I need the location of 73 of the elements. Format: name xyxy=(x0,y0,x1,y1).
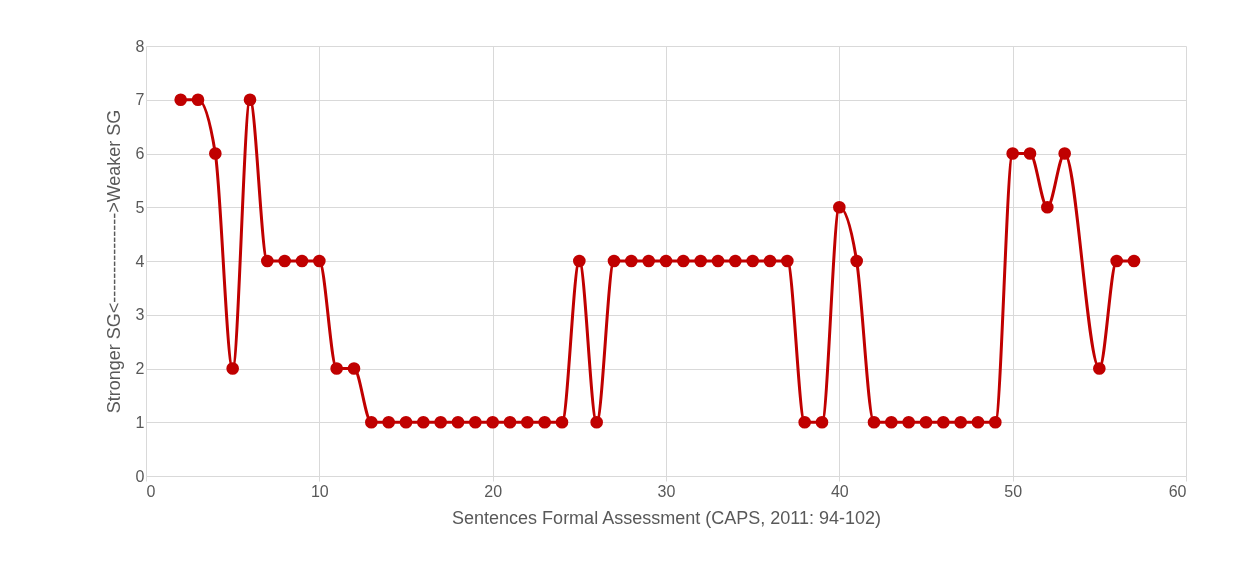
point xyxy=(521,415,534,429)
x-tick-label: 30 xyxy=(657,482,676,500)
point xyxy=(902,415,915,429)
point xyxy=(867,415,881,429)
point xyxy=(815,415,829,429)
point xyxy=(763,254,777,268)
point xyxy=(781,254,794,268)
point xyxy=(1093,362,1106,375)
y-tick-label: 0 xyxy=(135,467,145,485)
point xyxy=(971,415,985,429)
point xyxy=(382,415,395,429)
point xyxy=(486,415,499,429)
point xyxy=(174,93,187,107)
point xyxy=(313,254,326,268)
point xyxy=(937,415,950,429)
point xyxy=(954,415,967,429)
point xyxy=(573,254,586,268)
point xyxy=(278,254,291,268)
x-tick-label: 20 xyxy=(484,482,503,500)
point xyxy=(226,362,239,375)
point xyxy=(555,415,569,429)
point xyxy=(798,415,811,429)
point xyxy=(1110,254,1123,268)
y-tick-label: 1 xyxy=(135,413,145,431)
point xyxy=(659,254,673,268)
point xyxy=(451,415,465,429)
point xyxy=(399,415,413,429)
point xyxy=(365,415,378,429)
point xyxy=(833,200,846,214)
point xyxy=(538,415,551,429)
x-tick-label: 0 xyxy=(146,482,156,500)
point xyxy=(694,254,707,268)
y-tick-label: 2 xyxy=(135,360,145,377)
point xyxy=(503,415,517,429)
point xyxy=(677,254,690,268)
point xyxy=(261,254,274,268)
point xyxy=(1058,147,1071,160)
y-tick-label: 3 xyxy=(135,306,145,324)
point xyxy=(590,415,603,429)
y-tick-label: 6 xyxy=(135,145,145,162)
y-tick-label: 5 xyxy=(135,198,145,216)
x-axis-title: Sentences Formal Assessment (CAPS, 2011: 94-102) xyxy=(452,507,881,528)
point xyxy=(850,254,863,268)
x-tick-label: 50 xyxy=(1004,482,1023,500)
point xyxy=(642,254,655,268)
point xyxy=(625,254,638,268)
point xyxy=(434,415,447,429)
point xyxy=(417,415,430,429)
point xyxy=(330,362,343,375)
y-tick-label: 8 xyxy=(135,37,145,55)
point xyxy=(191,93,205,107)
point xyxy=(919,415,933,429)
x-tick-label: 10 xyxy=(310,482,329,500)
point xyxy=(746,254,759,268)
point xyxy=(1006,147,1019,160)
point xyxy=(295,254,309,268)
point xyxy=(989,415,1002,429)
point xyxy=(209,147,222,160)
point xyxy=(711,254,725,268)
point xyxy=(729,254,742,268)
x-tick-label: 60 xyxy=(1168,482,1187,500)
point xyxy=(885,415,898,429)
y-tick-label: 7 xyxy=(135,91,145,109)
point xyxy=(1023,147,1037,160)
point xyxy=(1041,200,1054,214)
point xyxy=(607,254,621,268)
point xyxy=(1127,254,1141,268)
point xyxy=(243,93,257,107)
point xyxy=(347,362,361,375)
point xyxy=(469,415,482,429)
x-tick-label: 40 xyxy=(830,482,849,500)
y-axis-title: Stronger SG<--------------->Weaker SG xyxy=(103,109,124,414)
y-tick-label: 4 xyxy=(135,252,145,270)
